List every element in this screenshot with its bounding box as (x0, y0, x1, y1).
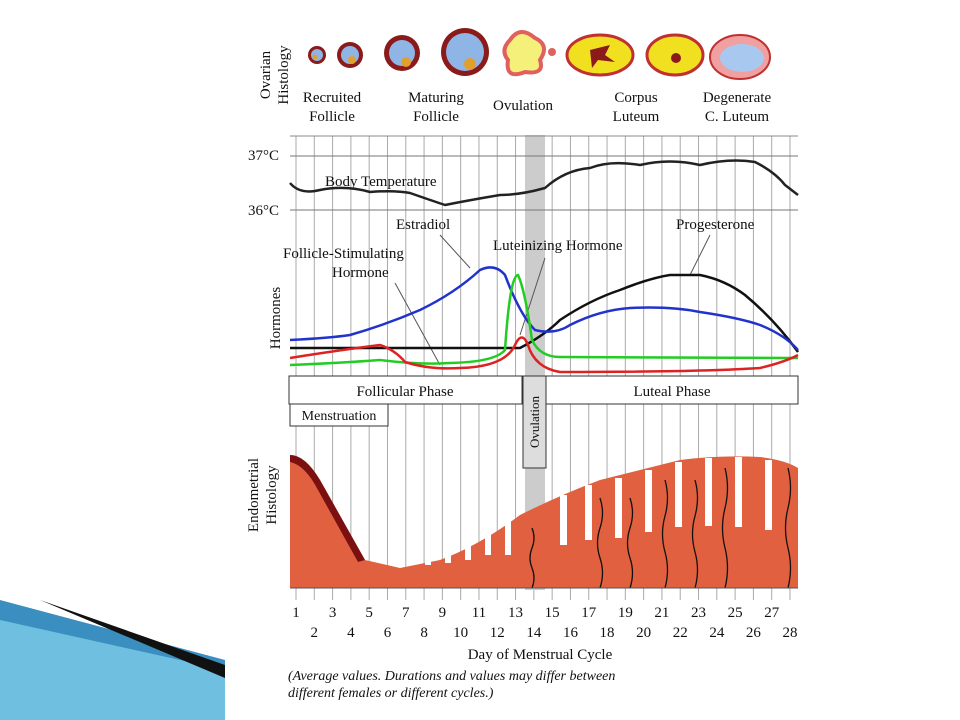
stage-label: Recruited (303, 90, 362, 106)
follicles (308, 28, 771, 80)
phase-label: Ovulation (527, 396, 542, 448)
stage-label: Degenerate (703, 90, 772, 106)
day-label: 23 (691, 605, 706, 621)
stage-label: Corpus (614, 90, 658, 106)
temp-high: 37°C (248, 148, 279, 164)
ovarian-label: Ovarian (258, 50, 274, 99)
day-labels: 1234567891011121314151617181920212223242… (292, 605, 797, 641)
note: different females or different cycles.) (288, 686, 494, 701)
endometrial-label: Endometrial (246, 458, 262, 532)
ovulation-box (522, 375, 547, 469)
ovulation-band (525, 135, 545, 590)
day-label: 9 (439, 605, 447, 621)
day-label: 28 (783, 625, 798, 641)
fsh-label: Hormone (332, 265, 389, 281)
fsh-curve (289, 336, 799, 374)
day-label: 3 (329, 605, 337, 621)
hormones-label: Hormones (268, 287, 284, 350)
day-label: 7 (402, 605, 410, 621)
fsh-label: Follicle-Stimulating (283, 246, 404, 262)
day-label: 25 (728, 605, 743, 621)
day-label: 11 (472, 605, 486, 621)
stage-label: Maturing (408, 90, 464, 106)
day-label: 15 (545, 605, 560, 621)
day-label: 17 (581, 605, 597, 621)
day-label: 10 (453, 625, 468, 641)
estradiol-curve (289, 266, 799, 351)
temp-curve-label: Body Temperature (325, 174, 437, 190)
endometrium-shed (290, 455, 365, 562)
progesterone-label: Progesterone (676, 217, 755, 233)
day-label: 12 (490, 625, 505, 641)
stage-label: Follicle (309, 109, 355, 125)
stage-label: Follicle (413, 109, 459, 125)
phase-label: Follicular Phase (356, 384, 453, 400)
endometrial-label: Histology (264, 465, 280, 525)
progesterone-curve (290, 273, 800, 353)
menstruation-box (289, 403, 389, 427)
temperature-curve (289, 159, 799, 207)
day-label: 24 (709, 625, 725, 641)
day-label: 21 (654, 605, 669, 621)
temp-low: 36°C (248, 203, 279, 219)
day-label: 22 (673, 625, 688, 641)
stage-label: Luteum (613, 109, 660, 125)
slide-decoration (0, 600, 225, 720)
luteal-box (545, 375, 799, 405)
day-label: 6 (384, 625, 392, 641)
ovarian-label: Histology (276, 45, 292, 105)
gland-gaps (425, 457, 772, 565)
follicular-box (288, 375, 523, 405)
day-label: 5 (365, 605, 373, 621)
day-label: 14 (526, 625, 542, 641)
day-label: 16 (563, 625, 579, 641)
pointer-lines (394, 234, 711, 366)
stage-label: C. Luteum (705, 109, 769, 125)
spiral-arteries (529, 467, 792, 589)
day-label: 13 (508, 605, 523, 621)
day-label: 8 (420, 625, 428, 641)
day-label: 1 (292, 605, 300, 621)
day-label: 20 (636, 625, 651, 641)
day-label: 18 (600, 625, 615, 641)
day-label: 2 (311, 625, 319, 641)
day-label: 27 (764, 605, 780, 621)
stage-label: Ovulation (493, 98, 553, 114)
lh-label: Luteinizing Hormone (493, 238, 623, 254)
phase-label: Luteal Phase (633, 384, 710, 400)
day-label: 26 (746, 625, 762, 641)
estradiol-label: Estradiol (396, 217, 450, 233)
x-axis-label: Day of Menstrual Cycle (468, 647, 613, 663)
day-label: 19 (618, 605, 633, 621)
phase-label: Menstruation (302, 409, 377, 424)
lh-curve (289, 273, 799, 367)
note: (Average values. Durations and values ma… (288, 669, 615, 684)
day-label: 4 (347, 625, 355, 641)
endometrium (290, 455, 798, 588)
